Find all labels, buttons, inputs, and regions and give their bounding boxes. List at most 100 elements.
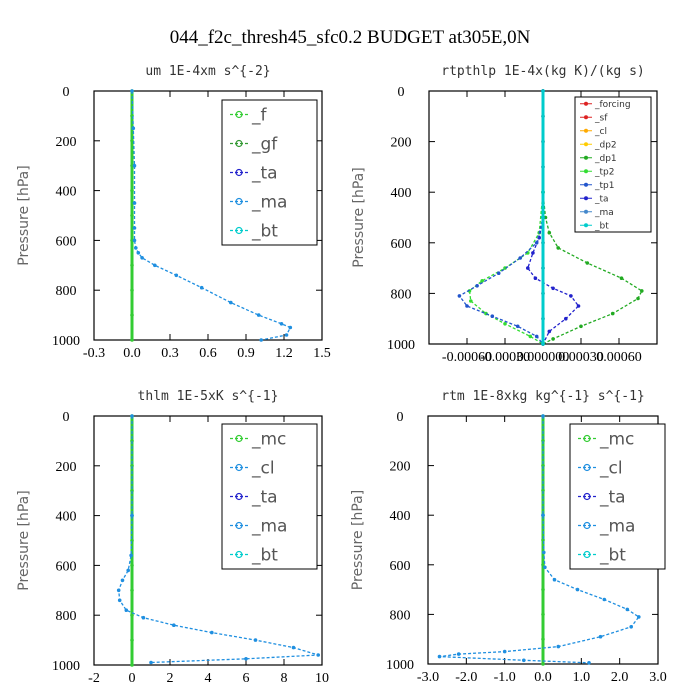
data-point [531, 251, 535, 255]
y-tick-label: 600 [56, 234, 77, 249]
panel-4: rtm 1E-8xkg kg^{-1} s^{-1} 0 200 400 600 800 1… [350, 389, 667, 685]
x-tick-label: -3.0 [417, 670, 439, 685]
data-point [129, 553, 133, 558]
data-point [174, 273, 179, 278]
legend-marker [235, 197, 243, 206]
data-point [534, 241, 539, 245]
data-point [579, 324, 583, 329]
data-point [130, 613, 134, 617]
data-point [541, 241, 545, 245]
data-point [130, 213, 134, 218]
legend: _mc _cl _ta _ma _bt [221, 423, 318, 570]
data-point [149, 660, 153, 665]
data-point [480, 279, 485, 283]
legend-box [574, 96, 652, 233]
panel-title: rtm 1E-8xkg kg^{-1} s^{-1} [441, 389, 645, 404]
data-point [140, 255, 144, 260]
legend-marker [235, 226, 243, 235]
data-point [625, 607, 630, 612]
x-tick-label: 0.3 [161, 346, 179, 361]
legend-label: _ma [251, 517, 287, 537]
data-point [541, 414, 545, 418]
legend-label: _cl [594, 127, 607, 137]
legend-marker [584, 223, 588, 228]
data-point [541, 488, 545, 493]
data-point [547, 329, 552, 334]
data-point [541, 439, 545, 443]
data-point [629, 625, 633, 629]
y-tick-label: 600 [56, 559, 77, 574]
y-tick-label: 800 [56, 284, 77, 299]
y-tick-label: 400 [391, 186, 412, 201]
data-point [124, 608, 129, 612]
data-point [602, 597, 607, 602]
legend-label: _sf [594, 113, 608, 123]
y-axis-label: Pressure [hPa] [351, 167, 367, 267]
data-point [503, 322, 507, 326]
panel-1: um 1E-4xm s^{-2} 0 200 400 600 800 1000-0.3 0.0… [16, 64, 331, 361]
data-point [547, 230, 552, 235]
legend-marker [235, 550, 243, 559]
data-point [576, 304, 581, 308]
y-tick-label: 0 [397, 410, 404, 425]
data-point [130, 563, 134, 568]
series-line-ta [527, 91, 580, 345]
y-tick-label: 200 [56, 135, 77, 150]
data-point [541, 513, 545, 517]
x-tick-label: 0.0 [123, 346, 141, 361]
legend-label: _ma [594, 208, 614, 218]
y-tick-label: 1000 [386, 658, 414, 673]
data-point [496, 271, 501, 276]
legend-marker [235, 168, 243, 177]
y-tick-label: 1000 [52, 334, 80, 349]
legend: _forcing _sf _cl _dp2 _dp1 _tp2 _tp1 _ta _ma _bt [574, 96, 652, 233]
legend-label: _ta [251, 164, 278, 184]
x-tick-label: -2.0 [455, 670, 477, 685]
data-point [541, 215, 545, 220]
y-tick-label: 600 [390, 559, 411, 574]
data-point [556, 246, 560, 250]
data-point [131, 126, 136, 131]
series-line-tp1 [458, 91, 544, 345]
legend-label: _mc [599, 430, 634, 450]
data-point [130, 313, 134, 317]
legend-marker [235, 139, 243, 148]
data-point [542, 550, 546, 555]
series-line-cl [118, 416, 319, 664]
data-point [541, 165, 545, 169]
data-point [564, 316, 568, 321]
data-point [130, 414, 134, 418]
data-point [210, 630, 214, 635]
data-point [515, 324, 520, 329]
legend: _f _gf _ta _ma _bt [221, 99, 318, 246]
legend-label: _bt [599, 546, 626, 566]
data-point [465, 304, 469, 308]
data-point [279, 322, 284, 326]
data-point [543, 215, 548, 220]
data-point [130, 588, 134, 593]
data-point [569, 294, 573, 298]
x-tick-label: -0.00060 [442, 350, 492, 365]
data-point [199, 285, 204, 290]
legend-label: _bt [594, 221, 609, 231]
data-point [541, 612, 545, 617]
data-point [130, 288, 134, 293]
data-point [457, 294, 462, 298]
data-point [475, 284, 479, 288]
y-axis-label: Pressure [hPa] [16, 165, 32, 265]
legend-label: _cl [251, 459, 275, 479]
data-point [130, 89, 134, 93]
x-tick-label: 0.00060 [596, 350, 642, 365]
legend-label: _ma [251, 193, 287, 213]
data-point [541, 587, 545, 592]
legend-marker [235, 492, 243, 501]
data-point [587, 661, 591, 665]
data-point [551, 286, 555, 291]
legend-label: _dp2 [594, 140, 617, 150]
data-point [172, 623, 176, 627]
series-line-ma [131, 90, 292, 341]
x-tick-label: -0.00030 [480, 350, 530, 365]
figure-title: 044_f2c_thresh45_sfc0.2 BUDGET at305E,0N [170, 27, 531, 48]
series-line-cl [439, 416, 640, 664]
